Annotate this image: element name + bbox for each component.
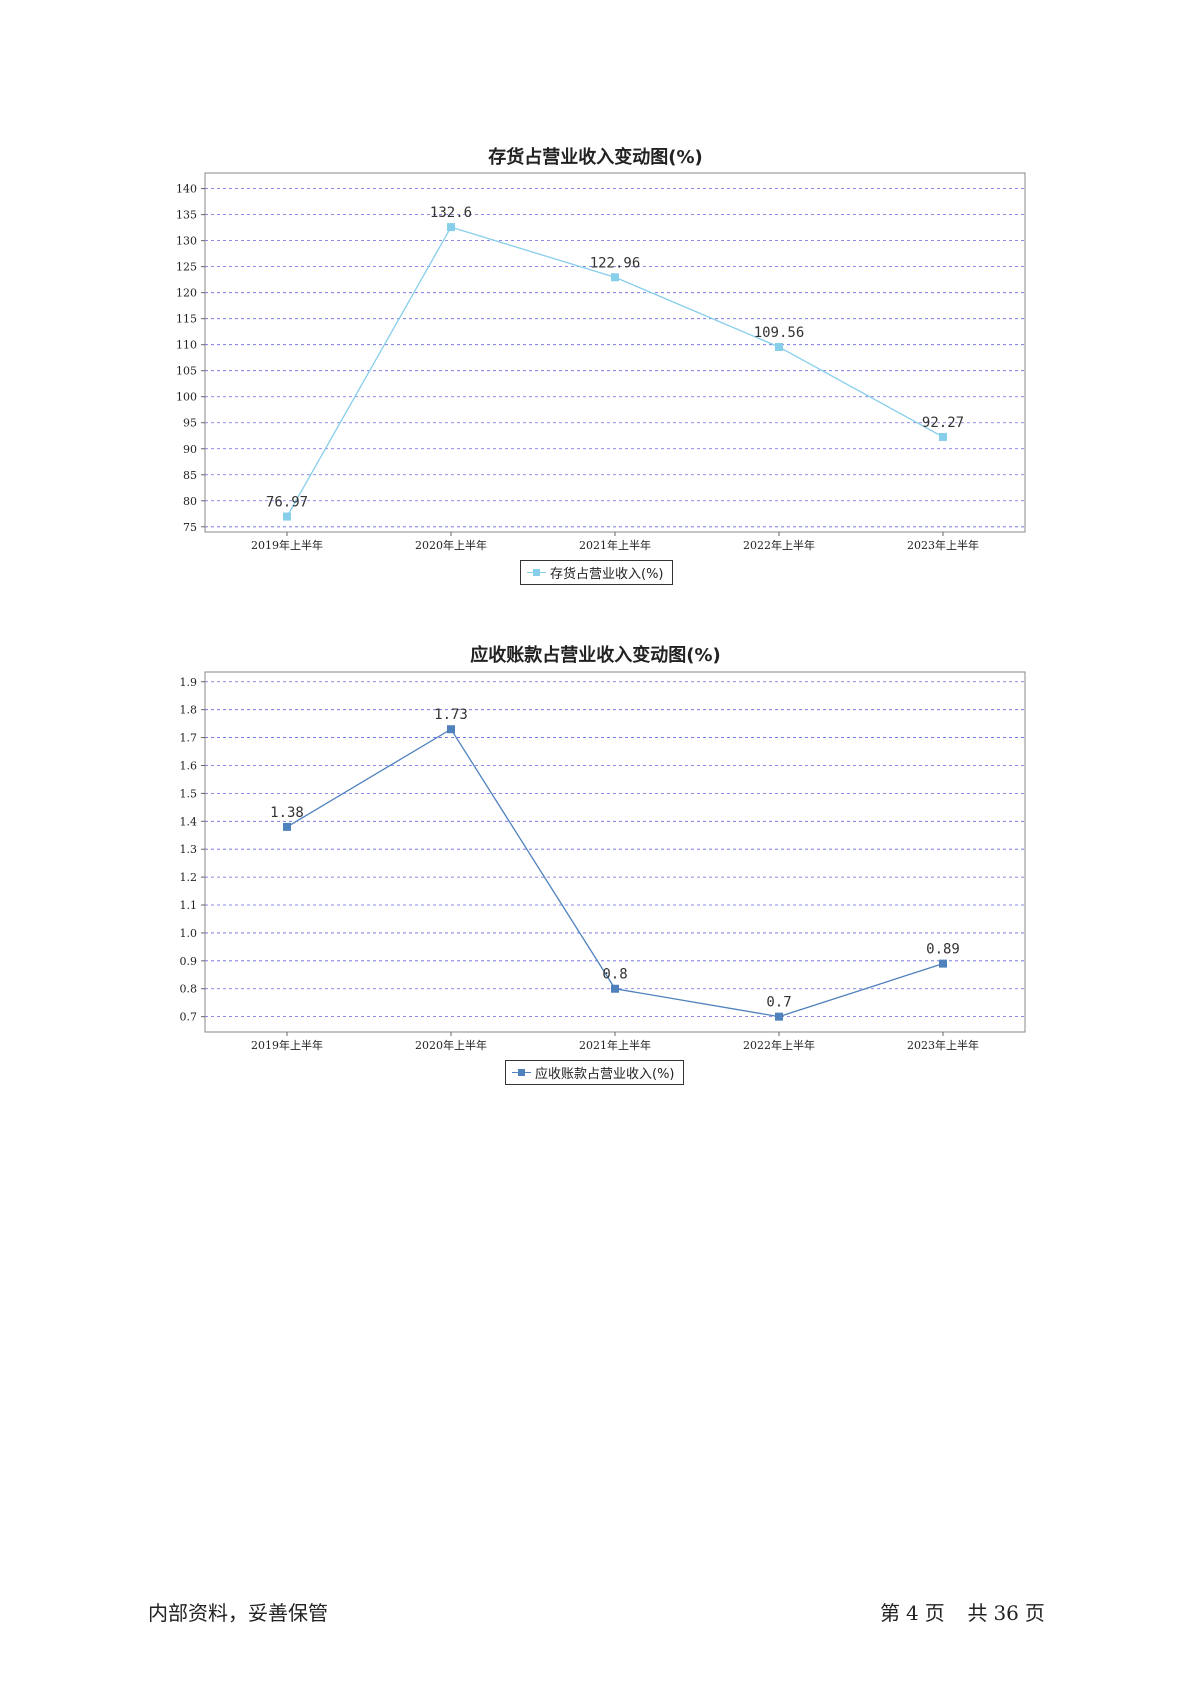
y-tick-label: 105 [176,365,197,378]
data-point [611,273,619,282]
legend-label: 存货占营业收入(%) [550,567,664,582]
x-tick-label: 2021年上半年 [579,1038,651,1052]
y-tick-label: 1.4 [180,815,198,828]
x-tick-label: 2022年上半年 [743,538,815,552]
legend-marker-icon [512,1069,531,1076]
data-label: 92.27 [922,415,964,431]
y-tick-label: 140 [176,183,197,196]
y-tick-label: 0.9 [180,955,198,968]
data-label: 1.73 [434,707,468,723]
data-point [611,984,619,993]
data-point [939,959,947,968]
data-point [939,432,947,441]
page-number: 4 [906,1601,919,1625]
y-tick-label: 1.5 [180,787,198,800]
y-tick-label: 115 [176,313,197,326]
total-prefix: 共 [967,1601,988,1625]
y-tick-label: 130 [176,235,197,248]
y-tick-label: 0.7 [180,1011,198,1024]
y-tick-label: 1.3 [180,843,198,856]
data-point [283,822,291,831]
x-tick-label: 2023年上半年 [907,538,979,552]
y-tick-label: 135 [176,209,197,222]
legend-label: 应收账款占营业收入(%) [535,1067,675,1082]
data-point [775,342,783,351]
data-label: 0.89 [926,942,960,958]
data-label: 122.96 [590,255,641,271]
y-tick-label: 75 [183,521,197,534]
y-tick-label: 1.6 [180,759,198,772]
plot-area [204,172,1026,533]
data-label: 0.7 [766,995,791,1011]
inventory-ratio-chart: 75 80 85 90 95 100 105 110 115 120 125 130 135 140 201… [176,172,1026,552]
x-tick-label: 2019年上半年 [251,1038,323,1052]
data-point [447,725,455,734]
data-label: 132.6 [430,205,472,221]
y-tick-label: 90 [183,443,197,456]
x-tick-label: 2019年上半年 [251,538,323,552]
chart-legend: 应收账款占营业收入(%) [505,1060,684,1085]
y-tick-label: 95 [183,417,197,430]
y-tick-label: 0.8 [180,983,198,996]
y-tick-label: 100 [176,391,197,404]
y-tick-label: 1.1 [180,899,198,912]
x-tick-label: 2023年上半年 [907,1038,979,1052]
chart-title: 应收账款占营业收入变动图(%) [470,645,721,666]
x-tick-label: 2020年上半年 [415,1038,487,1052]
y-tick-label: 1.7 [180,732,198,745]
y-tick-label: 85 [183,469,197,482]
x-tick-label: 2020年上半年 [415,538,487,552]
y-tick-label: 1.0 [180,927,198,940]
y-tick-label: 1.2 [180,871,198,884]
data-point [283,512,291,521]
y-tick-label: 120 [176,287,197,300]
chart-title: 存货占营业收入变动图(%) [488,147,703,168]
receivables-ratio-chart: 0.7 0.8 0.9 1.0 1.1 1.2 1.3 1.4 1.5 1.6 1.7 1.8 1.9 2… [180,671,1026,1052]
y-tick-label: 1.8 [180,704,198,717]
plot-area [204,671,1026,1033]
y-tick-label: 1.9 [180,676,198,689]
footer-confidential-note: 内部资料，妥善保管 [148,1601,328,1625]
chart-legend: 存货占营业收入(%) [520,560,673,585]
data-point [775,1012,783,1021]
data-label: 0.8 [602,967,627,983]
page-unit: 页 [924,1601,945,1625]
total-unit: 页 [1024,1601,1045,1625]
legend-marker-icon [527,569,546,576]
page-prefix: 第 [880,1601,900,1625]
y-tick-label: 125 [176,261,197,274]
x-tick-label: 2021年上半年 [579,538,651,552]
data-point [447,223,455,232]
data-label: 1.38 [270,805,304,821]
x-tick-label: 2022年上半年 [743,1038,815,1052]
total-pages: 36 [993,1601,1019,1625]
y-tick-label: 110 [176,339,197,352]
y-tick-label: 80 [183,495,197,508]
data-label: 76.97 [266,495,308,511]
data-label: 109.56 [754,325,805,341]
